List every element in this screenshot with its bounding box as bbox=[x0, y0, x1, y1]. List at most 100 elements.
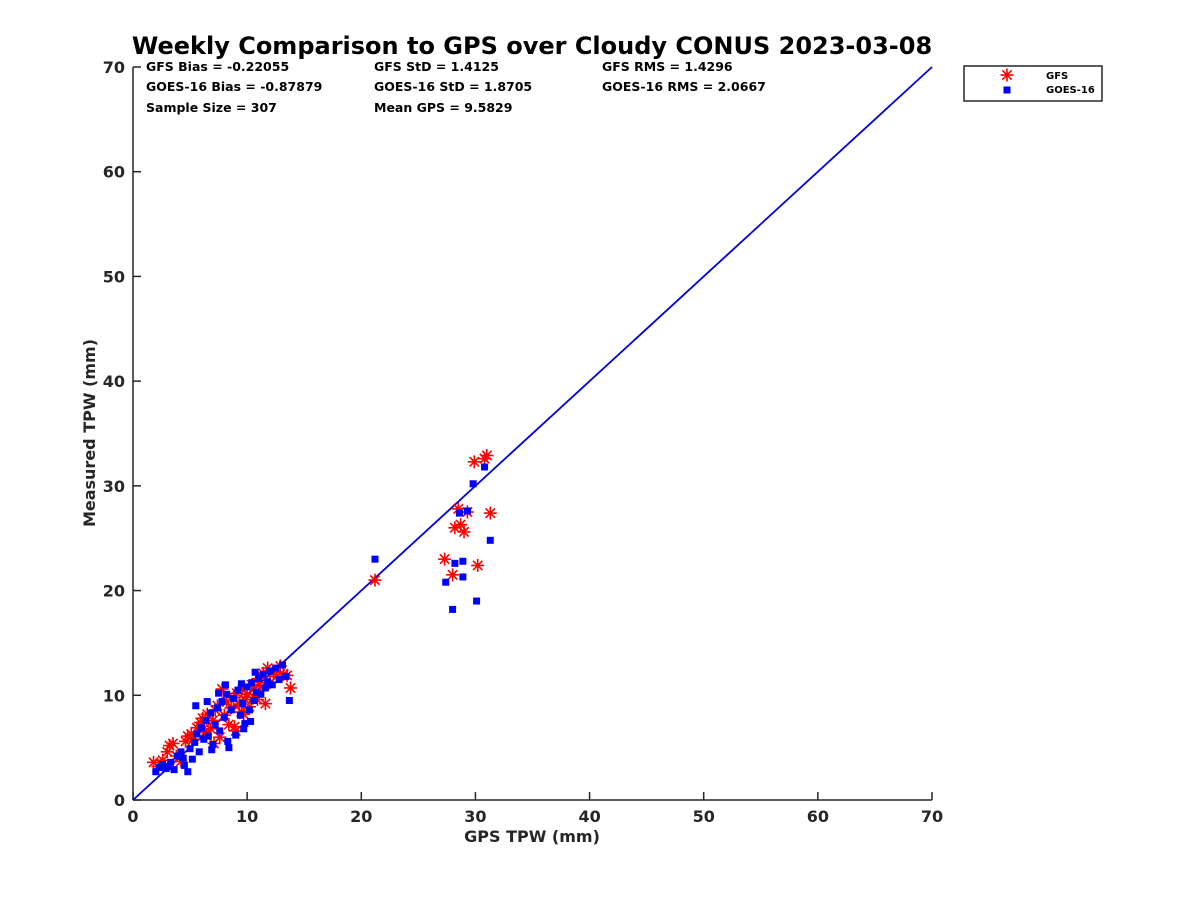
legend-box bbox=[963, 65, 1103, 102]
goes16-point bbox=[252, 688, 260, 696]
y-tick-label: 30 bbox=[103, 477, 125, 496]
goes16-point bbox=[237, 680, 245, 688]
goes16-point bbox=[463, 507, 471, 515]
stat-sample-size: Sample Size = 307 bbox=[146, 100, 277, 115]
y-axis-label: Measured TPW (mm) bbox=[80, 339, 99, 527]
x-ticks: 0 10 20 30 40 50 60 70 bbox=[127, 792, 943, 826]
goes16-point bbox=[179, 754, 187, 762]
plot-area bbox=[132, 67, 932, 801]
goes16-point bbox=[264, 678, 272, 686]
goes16-point bbox=[224, 737, 232, 745]
goes16-point bbox=[257, 690, 265, 698]
goes16-point bbox=[202, 716, 210, 724]
goes16-point bbox=[272, 664, 280, 672]
goes16-point bbox=[279, 661, 287, 669]
goes16-point bbox=[159, 760, 167, 768]
goes16-point bbox=[268, 681, 276, 689]
x-tick-label: 40 bbox=[578, 807, 600, 826]
goes16-point bbox=[188, 755, 196, 763]
x-tick-label: 20 bbox=[350, 807, 372, 826]
goes16-point bbox=[211, 721, 219, 729]
goes16-point bbox=[266, 667, 274, 675]
goes16-point bbox=[221, 681, 229, 689]
goes16-point bbox=[203, 698, 211, 706]
goes16-point bbox=[245, 706, 253, 714]
gfs-point bbox=[228, 720, 242, 734]
goes16-point bbox=[285, 697, 293, 705]
goes16-point bbox=[261, 684, 269, 692]
goes16-point bbox=[451, 559, 459, 567]
x-tick-label: 70 bbox=[921, 807, 943, 826]
stat-gfs-bias: GFS Bias = -0.22055 bbox=[146, 59, 289, 74]
gfs-point bbox=[480, 448, 494, 462]
goes16-point bbox=[469, 480, 477, 488]
goes16-point bbox=[193, 730, 201, 738]
goes16-point bbox=[225, 744, 233, 752]
goes16-point bbox=[275, 676, 283, 684]
goes16-point bbox=[191, 738, 199, 746]
goes16-point bbox=[251, 668, 259, 676]
legend-goes16-label: GOES-16 bbox=[1046, 85, 1095, 96]
goes16-point bbox=[177, 748, 185, 756]
x-tick-label: 10 bbox=[236, 807, 258, 826]
goes16-point bbox=[164, 762, 172, 770]
goes16-point bbox=[259, 670, 267, 678]
statistics-box: GFS Bias = -0.22055 GFS StD = 1.4125 GFS… bbox=[146, 59, 766, 115]
gfs-point bbox=[446, 568, 460, 582]
legend-goes16-square bbox=[1003, 86, 1011, 94]
goes16-point bbox=[200, 735, 208, 743]
goes16-point bbox=[209, 741, 217, 749]
goes16-point bbox=[449, 605, 457, 613]
gfs-point bbox=[457, 525, 471, 539]
y-tick-label: 10 bbox=[103, 686, 125, 705]
legend-gfs-asterisk bbox=[1000, 68, 1014, 82]
goes16-point bbox=[241, 720, 249, 728]
stat-gfs-rms: GFS RMS = 1.4296 bbox=[602, 59, 733, 74]
y-tick-label: 50 bbox=[103, 267, 125, 286]
y-ticks: 0 10 20 30 40 50 60 70 bbox=[103, 58, 141, 810]
goes16-point bbox=[216, 727, 224, 735]
goes16-point bbox=[213, 704, 221, 712]
gfs-point bbox=[483, 506, 497, 520]
y-tick-label: 20 bbox=[103, 582, 125, 601]
x-tick-label: 50 bbox=[693, 807, 715, 826]
goes16-point bbox=[232, 731, 240, 739]
goes16-point bbox=[167, 758, 175, 766]
gfs-point bbox=[166, 736, 180, 750]
gfs-point bbox=[179, 734, 193, 748]
goes16-point bbox=[243, 683, 251, 691]
goes16-point bbox=[459, 573, 467, 581]
stat-goes-std: GOES-16 StD = 1.8705 bbox=[374, 79, 532, 94]
x-tick-label: 60 bbox=[807, 807, 829, 826]
goes16-point bbox=[215, 689, 223, 697]
goes16-point bbox=[192, 702, 200, 710]
gfs-point bbox=[258, 697, 272, 711]
goes16-point bbox=[180, 761, 188, 769]
gfs-point bbox=[471, 558, 485, 572]
gfs-point bbox=[368, 573, 382, 587]
goes16-point bbox=[152, 768, 160, 776]
goes16-point bbox=[481, 463, 489, 471]
goes16-point bbox=[186, 745, 194, 753]
goes16-point bbox=[236, 711, 244, 719]
goes16-point bbox=[227, 706, 235, 714]
x-tick-label: 30 bbox=[464, 807, 486, 826]
goes16-point bbox=[255, 675, 263, 683]
stat-goes-rms: GOES-16 RMS = 2.0667 bbox=[602, 79, 766, 94]
goes16-series bbox=[152, 463, 494, 776]
goes16-point bbox=[195, 748, 203, 756]
goes16-point bbox=[250, 697, 258, 705]
gfs-point bbox=[438, 552, 452, 566]
y-tick-label: 60 bbox=[103, 163, 125, 182]
x-axis-label: GPS TPW (mm) bbox=[464, 827, 600, 846]
goes16-point bbox=[442, 578, 450, 586]
legend-goes16-marker bbox=[1003, 86, 1011, 94]
y-tick-label: 70 bbox=[103, 58, 125, 77]
legend-gfs-marker bbox=[1000, 68, 1014, 82]
gfs-point bbox=[284, 681, 298, 695]
stat-goes-bias: GOES-16 Bias = -0.87879 bbox=[146, 79, 322, 94]
chart-title: Weekly Comparison to GPS over Cloudy CON… bbox=[132, 32, 932, 60]
goes16-point bbox=[455, 509, 463, 517]
stat-mean-gps: Mean GPS = 9.5829 bbox=[374, 100, 512, 115]
